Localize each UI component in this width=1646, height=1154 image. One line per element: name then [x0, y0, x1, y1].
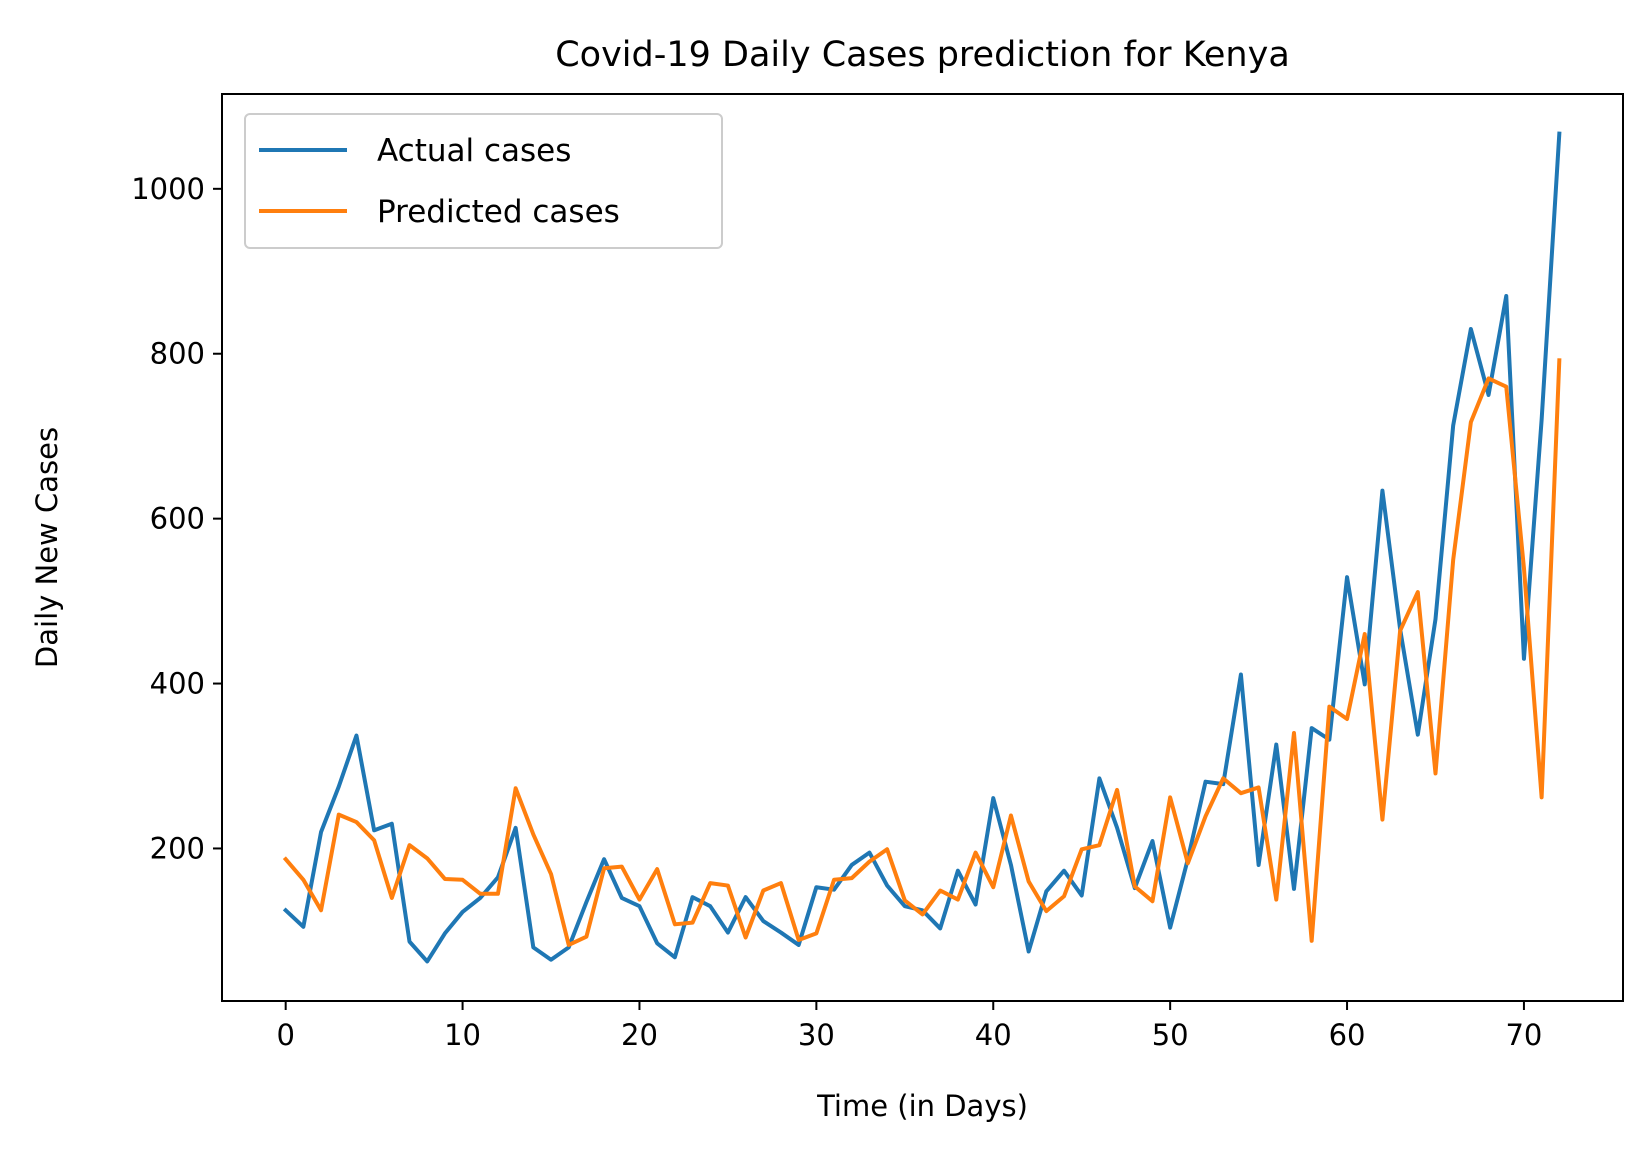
x-tick-label: 0 — [276, 1018, 294, 1052]
y-axis-label: Daily New Cases — [30, 427, 64, 668]
y-tick-label: 400 — [150, 667, 205, 701]
y-axis: 200 400 600 800 1000 — [131, 172, 222, 865]
x-tick-label: 50 — [1152, 1018, 1189, 1052]
legend-box — [244, 113, 723, 249]
y-tick-label: 200 — [150, 831, 205, 865]
x-tick-label: 30 — [798, 1018, 835, 1052]
x-tick-label: 70 — [1505, 1018, 1542, 1052]
x-tick-label: 10 — [444, 1018, 481, 1052]
chart-title: Covid-19 Daily Cases prediction for Keny… — [555, 35, 1290, 75]
y-tick-label: 600 — [150, 502, 205, 536]
y-tick-label: 1000 — [131, 172, 205, 206]
series-line-predicted-cases — [282, 358, 1562, 947]
legend-label: Predicted cases — [377, 194, 620, 230]
x-tick-label: 60 — [1329, 1018, 1366, 1052]
legend: Actual cases Predicted cases — [244, 113, 723, 249]
x-tick-label: 40 — [975, 1018, 1012, 1052]
series-line-actual-cases — [282, 131, 1562, 964]
x-tick-label: 20 — [621, 1018, 658, 1052]
y-tick-label: 800 — [150, 337, 205, 371]
axes-frame — [221, 93, 1624, 1002]
legend-label: Actual cases — [377, 133, 571, 169]
x-axis: 0 10 20 30 40 50 60 70 — [276, 1001, 1542, 1052]
x-axis-label: Time (in Days) — [816, 1089, 1028, 1123]
series-layer — [282, 131, 1562, 964]
